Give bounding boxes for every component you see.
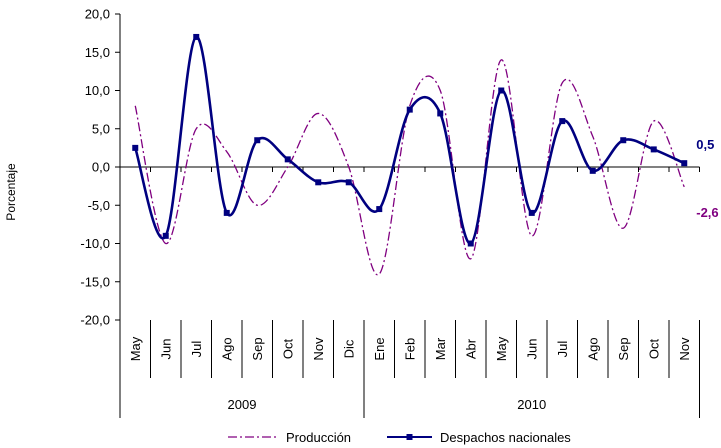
data-point (376, 206, 383, 213)
x-tick-label: Jun (524, 339, 539, 360)
x-tick-label: Ene (372, 337, 387, 360)
data-point (559, 118, 566, 125)
x-tick-label: Oct (646, 339, 661, 360)
legend: Producción Despachos nacionales (228, 430, 571, 445)
y-axis-title: Porcentaje (4, 163, 18, 221)
x-tick-label: Abr (463, 338, 478, 359)
y-tick-label: 0,0 (92, 160, 110, 175)
y-tick-label: -20,0 (80, 313, 110, 328)
x-tick-label: Jul (189, 341, 204, 358)
end-labels: -2,6 0,5 (696, 137, 718, 220)
year-label: 2009 (228, 397, 257, 412)
y-axis-ticks (115, 13, 121, 321)
series-despachos-nacionales (132, 33, 688, 247)
x-tick-label: Jun (158, 339, 173, 360)
y-tick-label: -5,0 (88, 198, 110, 213)
legend-label: Producción (286, 430, 351, 445)
x-tick-label: Feb (402, 338, 417, 360)
x-axis: May Jun Jul Ago Sep Oct Nov Dic Ene Feb Mar Abr May J… (119, 166, 700, 418)
x-tick-label: Dic (341, 339, 356, 358)
data-point (345, 179, 352, 186)
x-tick-label: Sep (616, 337, 631, 360)
data-point (406, 106, 413, 113)
y-tick-label: 5,0 (92, 121, 110, 136)
data-point (254, 137, 261, 144)
legend-item-produccion: Producción (228, 430, 351, 445)
data-point (193, 33, 200, 40)
data-point (620, 137, 627, 144)
data-point (284, 156, 291, 163)
x-tick-label: Ago (585, 337, 600, 360)
x-tick-label: Ago (219, 337, 234, 360)
x-tick-label: May (128, 336, 143, 361)
end-value-label: -2,6 (696, 205, 718, 220)
series-line (134, 59, 685, 276)
data-point (223, 209, 230, 216)
data-point (498, 87, 505, 94)
data-point (437, 110, 444, 117)
x-tick-label: Jul (555, 341, 570, 358)
x-tick-label: Nov (311, 337, 326, 361)
x-tick-label: Nov (677, 337, 692, 361)
series-produccion (134, 59, 685, 276)
series-layer (132, 33, 688, 276)
end-value-label: 0,5 (696, 137, 714, 152)
y-tick-label: 20,0 (85, 7, 110, 22)
year-label: 2010 (517, 397, 546, 412)
legend-label: Despachos nacionales (440, 430, 571, 445)
y-axis-tick-labels: -20,0 -15,0 -10,0 -5,0 0,0 5,0 10,0 15,0 20,0 (80, 7, 110, 328)
data-point (467, 240, 474, 247)
data-point (681, 160, 688, 167)
legend-item-despachos-nacionales: Despachos nacionales (387, 430, 571, 445)
y-tick-label: 10,0 (85, 83, 110, 98)
y-tick-label: -10,0 (80, 236, 110, 251)
data-point (132, 144, 139, 151)
data-point (589, 167, 596, 174)
data-point (528, 209, 535, 216)
data-point (315, 179, 322, 186)
data-point (162, 232, 169, 239)
x-tick-label: Sep (250, 337, 265, 360)
x-tick-label: Mar (433, 337, 448, 360)
data-point (650, 146, 657, 153)
x-tick-label: Oct (280, 339, 295, 360)
y-tick-label: -15,0 (80, 274, 110, 289)
x-tick-label: May (494, 336, 509, 361)
legend-marker (406, 434, 413, 440)
series-line (134, 35, 685, 245)
y-tick-label: 15,0 (85, 45, 110, 60)
